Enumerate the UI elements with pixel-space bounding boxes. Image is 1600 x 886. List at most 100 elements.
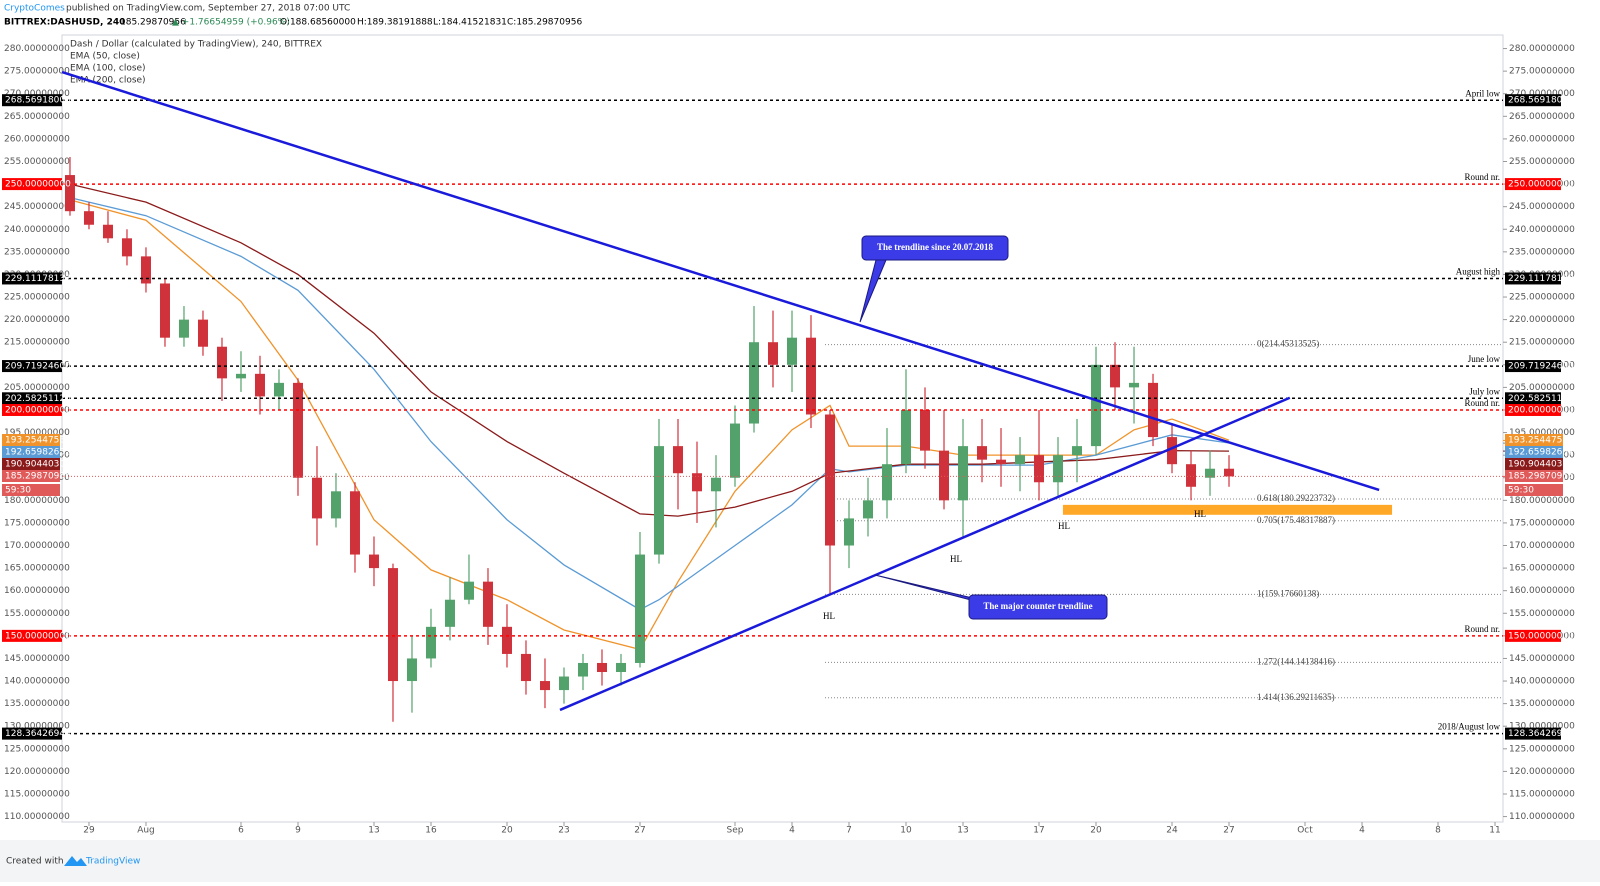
level-box bbox=[1505, 272, 1561, 285]
candle-body bbox=[939, 450, 950, 501]
y-tick-label: 175.00000000 bbox=[1509, 518, 1575, 528]
author: CryptoComes bbox=[4, 4, 65, 14]
x-tick-label: 13 bbox=[957, 826, 968, 836]
high: H:189.38191888 bbox=[357, 18, 433, 28]
fib-label: 0(214.45313525) bbox=[1257, 339, 1319, 349]
y-tick-label: 195.00000000 bbox=[1509, 428, 1575, 438]
candle-body bbox=[1053, 455, 1064, 483]
last-value-label: 192.65982632 bbox=[1508, 448, 1574, 458]
candle-body bbox=[615, 662, 626, 673]
y-tick-label: 235.00000000 bbox=[1509, 247, 1575, 257]
y-tick-label: 115.00000000 bbox=[1509, 789, 1575, 799]
x-tick-label: Sep bbox=[727, 826, 744, 836]
candle-body bbox=[825, 414, 836, 546]
last-value-label: 193.25447536 bbox=[5, 436, 71, 446]
x-tick-label: 16 bbox=[425, 826, 437, 836]
fib-label: 1.272(144.14138416) bbox=[1257, 656, 1335, 666]
x-tick-label: 7 bbox=[846, 826, 852, 836]
candle-body bbox=[958, 446, 969, 501]
level-box bbox=[2, 629, 62, 642]
x-tick-label: 29 bbox=[83, 826, 95, 836]
candle-body bbox=[330, 491, 341, 519]
level-name: Round nr. bbox=[1464, 398, 1500, 408]
annotation: HL bbox=[1058, 521, 1070, 531]
y-tick-label: 180.00000000 bbox=[1509, 496, 1575, 506]
candle-body bbox=[311, 477, 322, 519]
y-tick-label: 195.00000000 bbox=[4, 428, 70, 438]
candle-body bbox=[159, 283, 170, 338]
support-zone bbox=[1062, 504, 1393, 515]
y-tick-label: 280.00000000 bbox=[1509, 44, 1575, 54]
y-tick-label: 135.00000000 bbox=[4, 699, 70, 709]
level-name: Round nr. bbox=[1464, 172, 1500, 182]
x-tick-label: 9 bbox=[295, 826, 301, 836]
y-tick-label: 115.00000000 bbox=[4, 789, 70, 799]
y-tick-label: 130.00000000 bbox=[1509, 722, 1575, 732]
fib-label: 1(159.17660138) bbox=[1257, 588, 1319, 598]
legend-entry: EMA (50, close) bbox=[70, 52, 140, 62]
y-tick-label: 240.00000000 bbox=[4, 225, 70, 235]
x-tick-label: 27 bbox=[1223, 826, 1234, 836]
x-tick-label: 10 bbox=[900, 826, 912, 836]
level-box bbox=[2, 94, 62, 107]
candle-body bbox=[577, 662, 588, 677]
candle-body bbox=[292, 382, 303, 478]
candle-body bbox=[254, 373, 265, 397]
level-label: 200.00000000 bbox=[5, 405, 71, 415]
level-label: 268.56918000 bbox=[5, 96, 71, 106]
candle-body bbox=[1091, 364, 1102, 447]
candle-body bbox=[1015, 455, 1026, 465]
last-value-label: 190.90440305 bbox=[1508, 460, 1574, 470]
y-tick-label: 145.00000000 bbox=[1509, 654, 1575, 664]
y-tick-label: 175.00000000 bbox=[4, 518, 70, 528]
y-tick-label: 140.00000000 bbox=[1509, 677, 1575, 687]
y-tick-label: 120.00000000 bbox=[1509, 767, 1575, 777]
candle-body bbox=[1072, 446, 1083, 456]
last-value-box bbox=[1505, 434, 1563, 446]
y-tick-label: 180.00000000 bbox=[4, 496, 70, 506]
candle-body bbox=[748, 342, 759, 424]
low: L:184.41521831 bbox=[433, 18, 507, 28]
level-name: July low bbox=[1469, 386, 1500, 396]
candle-body bbox=[140, 256, 151, 284]
level-label: 250.00000000 bbox=[5, 180, 71, 190]
footer-brand: TradingView bbox=[85, 857, 140, 867]
candle-body bbox=[482, 581, 493, 627]
y-tick-label: 120.00000000 bbox=[4, 767, 70, 777]
level-box bbox=[2, 727, 62, 740]
footer-bar bbox=[0, 840, 1600, 882]
fib-label: 0.618(180.29223732) bbox=[1257, 493, 1335, 503]
candle-body bbox=[235, 373, 246, 379]
candle-body bbox=[102, 224, 113, 239]
last-value-box bbox=[2, 458, 60, 470]
level-label: 250.00000000 bbox=[1508, 180, 1574, 190]
legend-entry: EMA (100, close) bbox=[70, 64, 146, 74]
level-box bbox=[1505, 94, 1561, 107]
candle-body bbox=[1148, 382, 1159, 438]
x-tick-label: 11 bbox=[1489, 826, 1500, 836]
y-tick-label: 215.00000000 bbox=[4, 338, 70, 348]
candle-body bbox=[806, 337, 817, 415]
x-tick-label: Oct bbox=[1297, 826, 1313, 836]
candle-body bbox=[1224, 468, 1235, 477]
plot-frame bbox=[61, 34, 1504, 823]
y-tick-label: 225.00000000 bbox=[4, 293, 70, 303]
fib-label: 1.414(136.29211635) bbox=[1257, 692, 1335, 702]
y-tick-label: 125.00000000 bbox=[4, 744, 70, 754]
callout-pointer bbox=[859, 259, 887, 323]
level-box bbox=[2, 178, 62, 191]
level-box bbox=[2, 360, 62, 373]
last-value-label: 193.25447536 bbox=[1508, 436, 1574, 446]
y-tick-label: 165.00000000 bbox=[4, 564, 70, 574]
y-tick-label: 225.00000000 bbox=[1509, 293, 1575, 303]
y-tick-label: 255.00000000 bbox=[1509, 157, 1575, 167]
candle-body bbox=[996, 459, 1007, 465]
level-label: 150.00000000 bbox=[1508, 631, 1574, 641]
level-label: 209.71924600 bbox=[5, 362, 71, 372]
annotation: HL bbox=[950, 554, 962, 564]
callout-text: The trendline since 20.07.2018 bbox=[877, 242, 994, 252]
candle-body bbox=[121, 238, 132, 257]
last-value-label: 185.29870956 bbox=[1508, 472, 1574, 482]
